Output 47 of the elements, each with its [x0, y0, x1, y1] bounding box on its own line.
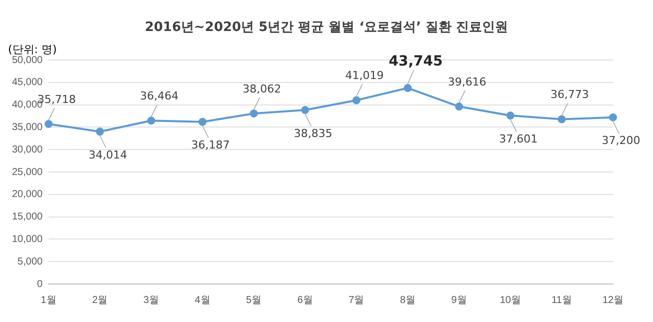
y-tick-label: 25,000: [12, 166, 44, 178]
point: [506, 112, 514, 120]
point: [558, 115, 566, 124]
chart-title: 2016년~2020년 5년간 평균 월별 ‘요로결석’ 질환 진료인원: [144, 19, 510, 36]
x-tick-label: 11월: [551, 294, 572, 306]
x-tick-label: 5월: [246, 294, 262, 306]
y-axis-title: (단위: 명): [8, 42, 57, 56]
x-tick-label: 2월: [92, 294, 108, 306]
data-label: 43,745: [388, 54, 443, 70]
point: [147, 116, 156, 125]
x-tick-label: 1월: [40, 294, 56, 306]
point: [455, 102, 464, 111]
data-label: 41,019: [345, 69, 384, 82]
point: [44, 120, 53, 128]
data-label: 34,014: [88, 148, 128, 162]
data-label: 37,601: [499, 132, 538, 146]
x-tick-label: 8월: [400, 294, 416, 306]
y-tick-label: 35,000: [12, 122, 44, 133]
y-tick-label: 50,000: [12, 54, 44, 66]
y-tick-label: 10,000: [12, 234, 44, 245]
y-tick-label: 5,000: [18, 256, 44, 268]
x-tick-label: 3월: [143, 294, 159, 306]
x-tick-label: 4월: [194, 294, 210, 306]
data-label: 37,200: [602, 134, 640, 148]
point: [198, 118, 207, 126]
data-label: 38,835: [294, 126, 332, 140]
point: [250, 109, 258, 118]
data-label: 38,062: [242, 82, 282, 96]
y-tick-label: 45,000: [12, 77, 44, 88]
y-tick-label: 15,000: [12, 212, 44, 223]
point: [352, 96, 360, 104]
point: [609, 113, 617, 122]
data-label: 39,616: [448, 75, 486, 88]
x-tick-label: 7월: [348, 294, 364, 306]
x-tick-label: 6월: [297, 294, 313, 306]
y-tick-label: 20,000: [12, 189, 44, 200]
y-tick-label: 0: [37, 278, 44, 290]
x-tick-label: 10월: [500, 294, 521, 306]
x-tick-label: 9월: [451, 294, 467, 306]
data-label: 36,773: [550, 88, 589, 102]
point: [404, 84, 412, 92]
point: [96, 128, 104, 136]
data-label: 36,187: [191, 138, 230, 152]
x-tick-label: 12월: [602, 294, 624, 306]
point: [301, 106, 310, 114]
y-tick-label: 30,000: [12, 144, 44, 156]
data-label: 36,464: [140, 90, 178, 102]
